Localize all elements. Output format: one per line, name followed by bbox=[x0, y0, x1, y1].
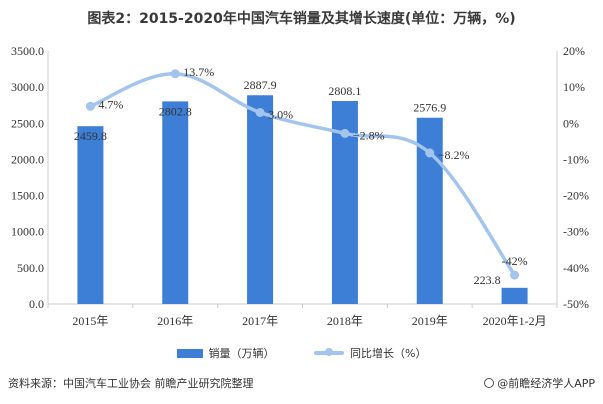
y-right-tick-label: -40% bbox=[563, 261, 589, 275]
growth-value-label: −8.2% bbox=[438, 148, 470, 162]
y-right-tick-label: 0% bbox=[563, 116, 579, 130]
y-left-tick-label: 3500.0 bbox=[11, 44, 44, 58]
growth-point bbox=[510, 270, 520, 280]
legend-label-growth: 同比增长（%） bbox=[350, 347, 427, 360]
growth-value-label: -42% bbox=[502, 254, 528, 268]
y-right-tick-label: 10% bbox=[563, 80, 585, 94]
brand-text: @前瞻经济学人APP bbox=[497, 377, 595, 390]
bar-sales bbox=[501, 287, 528, 304]
bar-value-label: 2802.8 bbox=[159, 104, 192, 118]
growth-point bbox=[170, 69, 180, 79]
y-left-tick-label: 2000.0 bbox=[11, 152, 44, 166]
y-right-tick-label: 20% bbox=[563, 44, 585, 58]
legend-bar-swatch bbox=[176, 349, 203, 358]
legend-line-swatch bbox=[314, 348, 345, 356]
y-left-tick-label: 2500.0 bbox=[11, 116, 44, 130]
bar-value-label: 2576.9 bbox=[413, 101, 446, 115]
source-note: 资料来源：中国汽车工业协会 前瞻产业研究院整理 bbox=[8, 377, 254, 390]
x-tick-label: 2018年 bbox=[327, 314, 363, 328]
growth-value-label: −2.8% bbox=[353, 128, 385, 142]
bar-value-label: 223.8 bbox=[474, 273, 501, 287]
y-left-tick-label: 500.0 bbox=[17, 261, 44, 275]
legend: 销量（万辆） 同比增长（%） bbox=[0, 345, 603, 361]
x-tick-label: 2016年 bbox=[157, 314, 193, 328]
brand-credit: @前瞻经济学人APP bbox=[484, 375, 595, 391]
x-tick-label: 2020年1-2月 bbox=[483, 314, 547, 328]
growth-line bbox=[88, 72, 517, 277]
chart-title: 图表2：2015-2020年中国汽车销量及其增长速度(单位：万辆，%) bbox=[87, 11, 516, 27]
y-right-tick-label: -20% bbox=[563, 189, 589, 203]
legend-item-growth: 同比增长（%） bbox=[314, 345, 426, 361]
growth-point bbox=[85, 101, 95, 111]
bar-value-label: 2808.1 bbox=[328, 84, 361, 98]
legend-label-sales: 销量（万辆） bbox=[208, 347, 275, 360]
y-left-tick-label: 1500.0 bbox=[11, 189, 44, 203]
growth-value-label: 13.7% bbox=[183, 65, 214, 79]
y-right-tick-label: -10% bbox=[563, 152, 589, 166]
y-left-tick-label: 1000.0 bbox=[11, 225, 44, 239]
y-right-tick-label: -30% bbox=[563, 225, 589, 239]
growth-value-label: 3.0% bbox=[268, 107, 293, 121]
x-tick-label: 2019年 bbox=[412, 314, 448, 328]
bar-value-label: 2459.8 bbox=[74, 129, 107, 143]
growth-point bbox=[340, 128, 350, 138]
bar-sales bbox=[247, 95, 274, 304]
legend-item-sales: 销量（万辆） bbox=[176, 345, 275, 361]
x-tick-label: 2015年 bbox=[72, 314, 108, 328]
x-tick-label: 2017年 bbox=[242, 314, 278, 328]
bar-value-label: 2887.9 bbox=[244, 78, 277, 92]
y-right-tick-label: -50% bbox=[563, 297, 589, 311]
y-left-tick-label: 0.0 bbox=[29, 297, 44, 311]
y-left-tick-label: 3000.0 bbox=[11, 80, 44, 94]
growth-point bbox=[255, 107, 265, 117]
brand-logo-icon bbox=[484, 378, 495, 388]
growth-value-label: 4.7% bbox=[98, 97, 123, 111]
bar-sales bbox=[77, 126, 104, 305]
bar-sales bbox=[162, 101, 189, 304]
growth-point bbox=[425, 148, 435, 158]
